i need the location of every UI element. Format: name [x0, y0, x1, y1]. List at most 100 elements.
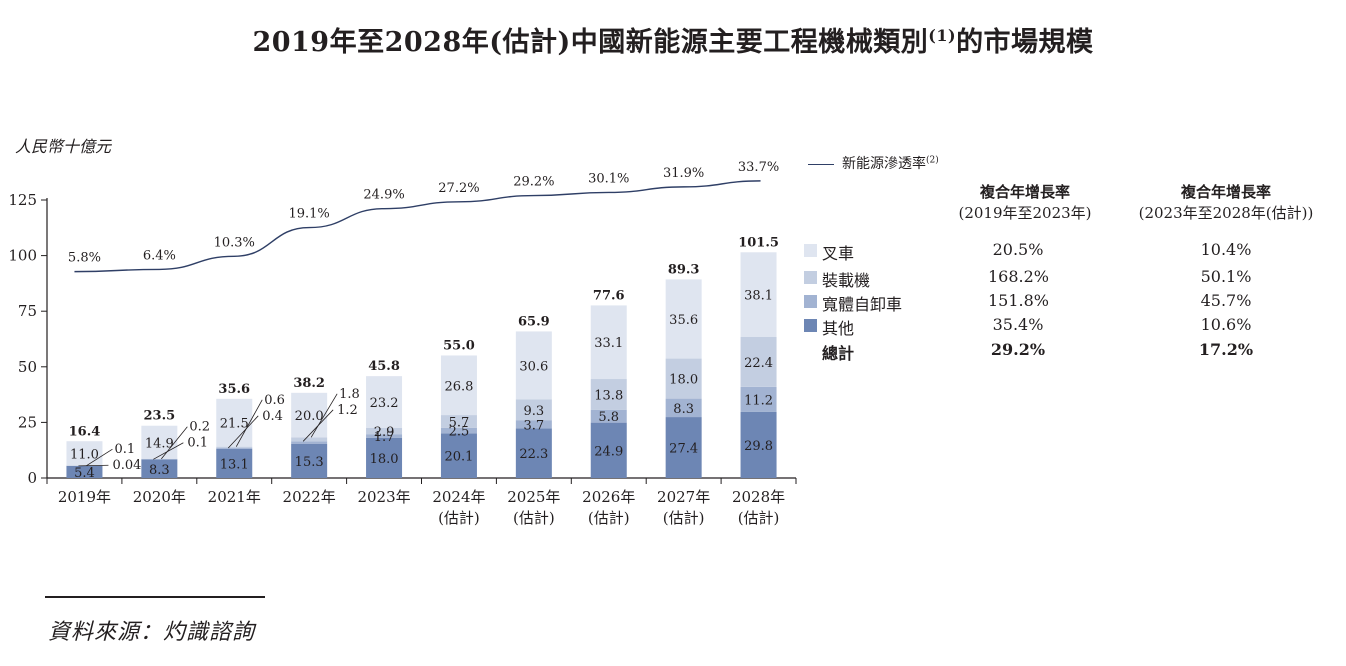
segment-label-loader: 5.7	[449, 415, 470, 430]
bar-segment	[740, 386, 777, 412]
bar-segment	[291, 441, 328, 444]
x-category-label: 2022年	[283, 488, 336, 506]
bar-segment	[590, 422, 627, 478]
legend-swatch	[804, 295, 817, 308]
bar-total-label: 45.8	[368, 359, 400, 374]
leader-line-loader	[310, 393, 338, 438]
y-tick-label: 75	[18, 302, 37, 320]
segment-label-dump-truck: 2.5	[449, 425, 470, 440]
bar-total-label: 38.2	[293, 376, 325, 391]
segment-label-forklift: 35.6	[669, 313, 698, 328]
x-category-sublabel: (估計)	[738, 509, 780, 527]
segment-label-loader: 0.2	[189, 420, 210, 435]
bar-segment	[740, 411, 777, 478]
leader-line-loader	[86, 448, 113, 467]
segment-label-loader: 0.6	[264, 393, 285, 408]
penetration-rate-line	[74, 180, 761, 273]
segment-label-others: 15.3	[295, 455, 324, 470]
segment-label-loader: 22.4	[744, 356, 773, 371]
bar-segment	[440, 427, 477, 434]
segment-label-dump-truck: 3.7	[524, 418, 545, 433]
penetration-rate-label: 29.2%	[513, 175, 554, 190]
bar-segment	[440, 355, 477, 416]
x-category-label: 2019年	[58, 488, 111, 506]
segment-label-dump-truck: 0.1	[187, 436, 208, 451]
segment-label-others: 24.9	[594, 444, 623, 459]
bar-segment	[366, 437, 403, 478]
penetration-rate-label: 33.7%	[738, 160, 779, 175]
segment-label-others: 29.8	[744, 439, 773, 454]
leader-line-loader	[161, 426, 188, 460]
x-category-sublabel: (估計)	[438, 509, 480, 527]
segment-label-loader: 18.0	[669, 373, 698, 388]
bar-segment	[515, 428, 552, 478]
bar-total-label: 89.3	[668, 262, 700, 277]
x-category-label: 2026年	[582, 488, 635, 506]
y-axis-unit-label: 人民幣十億元	[15, 137, 112, 156]
bar-segment	[740, 336, 777, 387]
bar-segment	[665, 358, 702, 399]
bar-segment	[366, 427, 403, 435]
leader-line-dump-truck	[302, 409, 334, 442]
cagr-header-2023-2028: 複合年增長率 (2023年至2028年(估計))	[1138, 183, 1314, 222]
segment-label-dump-truck: 1.7	[374, 430, 395, 445]
cagr-header-2019-2023: 複合年增長率 (2019年至2023年)	[958, 183, 1092, 222]
bar-segment	[216, 398, 253, 447]
segment-label-dump-truck: 5.8	[598, 410, 619, 425]
x-category-label: 2025年	[507, 488, 560, 506]
bar-segment	[440, 433, 477, 478]
leader-line-dump-truck	[227, 415, 259, 449]
bar-total-label: 101.5	[738, 235, 779, 250]
segment-label-others: 5.4	[74, 466, 95, 481]
segment-label-forklift: 38.1	[744, 289, 773, 304]
x-category-sublabel: (估計)	[513, 509, 555, 527]
bar-segment	[366, 376, 403, 428]
segment-label-others: 18.0	[370, 452, 399, 467]
legend-swatch	[804, 244, 817, 257]
bar-segment	[291, 437, 328, 442]
legend-swatch	[804, 319, 817, 332]
bar-total-label: 55.0	[443, 339, 475, 354]
segment-label-forklift: 33.1	[594, 336, 623, 351]
leader-line-dump-truck	[78, 464, 109, 467]
segment-label-forklift: 20.0	[295, 409, 324, 424]
bar-segment	[366, 434, 403, 438]
segment-label-others: 8.3	[149, 463, 170, 478]
bar-segment	[440, 415, 477, 428]
bar-segment	[216, 446, 253, 448]
y-tick-label: 100	[8, 247, 37, 265]
segment-label-dump-truck: 0.04	[112, 458, 141, 473]
bar-segment	[141, 425, 178, 459]
penetration-rate-label: 30.1%	[588, 171, 629, 186]
line-legend: 新能源滲透率(2)	[808, 153, 939, 173]
bar-segment	[665, 279, 702, 359]
segment-label-loader: 2.9	[374, 425, 395, 440]
line-legend-swatch	[808, 163, 834, 165]
bar-total-label: 77.6	[593, 288, 625, 303]
penetration-rate-label: 10.3%	[214, 235, 255, 250]
bar-total-label: 35.6	[218, 382, 250, 397]
bar-segment	[66, 441, 103, 466]
segment-label-loader: 9.3	[524, 404, 545, 419]
bar-segment	[590, 305, 627, 380]
x-category-label: 2021年	[208, 488, 261, 506]
segment-label-loader: 0.1	[114, 442, 135, 457]
x-category-label: 2027年	[657, 488, 710, 506]
x-category-label: 2020年	[133, 488, 186, 506]
legend-swatch	[804, 271, 817, 284]
bar-segment	[291, 392, 328, 438]
bar-total-label: 65.9	[518, 314, 550, 329]
segment-label-forklift: 14.9	[145, 436, 174, 451]
bar-segment	[590, 409, 627, 423]
penetration-rate-label: 31.9%	[663, 166, 704, 181]
y-tick-label: 50	[18, 358, 37, 376]
segment-label-forklift: 23.2	[370, 396, 399, 411]
segment-label-forklift: 21.5	[220, 417, 249, 432]
segment-label-dump-truck: 1.2	[337, 403, 358, 418]
bar-total-label: 23.5	[144, 409, 176, 424]
bar-segment	[665, 417, 702, 478]
leader-line-loader	[235, 399, 263, 447]
segment-label-others: 22.3	[519, 447, 548, 462]
segment-label-others: 20.1	[444, 450, 473, 465]
